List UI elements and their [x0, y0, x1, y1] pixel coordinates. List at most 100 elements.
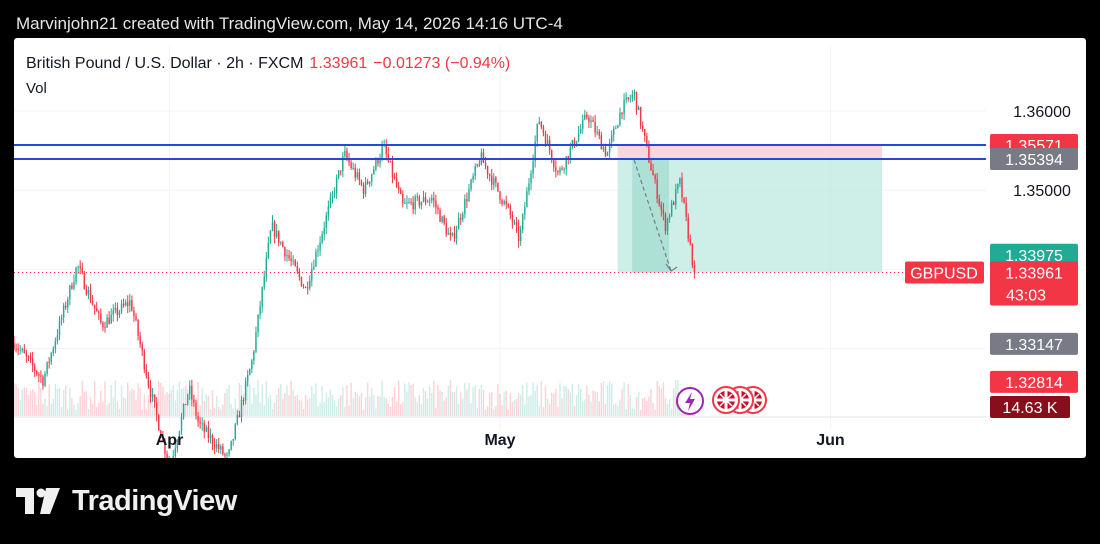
- candle-body: [546, 139, 549, 144]
- volume-bar: [184, 385, 187, 416]
- candle-body: [393, 176, 396, 178]
- volume-bar: [391, 396, 394, 416]
- candle-body: [484, 162, 487, 167]
- volume-bar: [404, 383, 406, 416]
- candle-body: [536, 123, 538, 142]
- volume-bar: [453, 392, 456, 416]
- candle-body: [691, 243, 694, 266]
- volume-bar: [124, 398, 127, 416]
- volume-bar: [311, 386, 313, 416]
- candle-body: [87, 289, 90, 295]
- volume-bar: [480, 384, 483, 416]
- volume-bar: [93, 381, 96, 416]
- candle-body: [114, 307, 117, 311]
- volume-bar: [271, 408, 274, 416]
- volume-bar: [73, 404, 75, 416]
- candle-body: [522, 214, 524, 230]
- candle-body: [445, 223, 447, 235]
- volume-bar: [400, 403, 402, 416]
- candle-body: [443, 216, 445, 224]
- volume-bar: [476, 407, 478, 416]
- projection-arrow: [633, 159, 672, 272]
- volume-bar: [162, 386, 164, 416]
- volume-bar: [143, 394, 146, 416]
- volume-bar: [575, 395, 578, 416]
- candle-body: [668, 216, 671, 219]
- candle-body: [646, 136, 648, 145]
- candle-body: [327, 206, 330, 216]
- volume-bar: [567, 389, 569, 416]
- candle-body: [106, 317, 108, 328]
- candle-body: [627, 97, 629, 100]
- candle-body: [158, 415, 160, 431]
- volume-bar: [379, 396, 381, 416]
- lightning-icon: [685, 392, 695, 411]
- candle-body: [294, 260, 296, 267]
- volume-bar: [660, 388, 663, 416]
- price-label: 1.33147: [1005, 337, 1063, 354]
- volume-bar: [356, 393, 359, 416]
- volume-bar: [79, 396, 81, 416]
- volume-bar: [238, 383, 241, 416]
- candle-body: [230, 440, 232, 450]
- chart-panel[interactable]: Apr May Jun 1.36000 1.35000 1.35571 1.35394 1.3…: [14, 38, 1086, 458]
- candle-body: [412, 202, 414, 210]
- volume-bar: [522, 385, 524, 416]
- candle-body: [573, 140, 576, 146]
- volume-bar: [127, 382, 129, 416]
- candle-body: [404, 203, 406, 205]
- candle-body: [530, 173, 532, 184]
- volume-bar: [29, 390, 32, 416]
- volume-bar: [542, 406, 545, 416]
- candle-body: [406, 202, 408, 204]
- volume-bar: [17, 387, 19, 416]
- volume-bar: [503, 392, 505, 416]
- candle-body: [424, 196, 427, 203]
- candle-body: [373, 169, 375, 175]
- candle-body: [67, 299, 69, 308]
- candle-body: [213, 444, 216, 449]
- candle-body: [100, 313, 102, 323]
- volume-bar: [335, 406, 338, 416]
- candle-body: [625, 97, 627, 100]
- candle-body: [46, 361, 48, 374]
- volume-bar: [571, 383, 574, 416]
- volume-bar: [209, 408, 212, 416]
- candle-body: [544, 133, 547, 144]
- volume-bar: [358, 396, 361, 416]
- volume-bar: [664, 398, 667, 416]
- candle-body: [242, 399, 245, 401]
- candle-body: [435, 200, 437, 208]
- volume-bar: [15, 384, 17, 416]
- volume-bar: [573, 405, 576, 416]
- candle-body: [662, 209, 665, 215]
- volume-bar: [420, 403, 423, 416]
- candle-body: [251, 360, 253, 369]
- volume-bar: [131, 388, 133, 416]
- candle-body: [116, 307, 119, 316]
- price-chart[interactable]: Apr May Jun1.360001.350001.355711.353941.3…: [14, 38, 1086, 458]
- volume-bar: [69, 388, 71, 416]
- x-tick-label: May: [484, 432, 515, 449]
- candle-body: [420, 201, 423, 206]
- volume-bar: [205, 394, 208, 416]
- volume-bar: [447, 385, 450, 416]
- candle-body: [687, 216, 689, 240]
- volume-bar: [457, 404, 460, 416]
- candle-body: [459, 218, 462, 220]
- volume-bar: [54, 383, 57, 416]
- symbol-tag-bg: [905, 261, 984, 284]
- candle-body: [182, 403, 185, 417]
- volume-bar: [366, 382, 369, 416]
- volume-bar: [381, 380, 383, 416]
- candle-body: [462, 213, 464, 220]
- candle-body: [414, 196, 416, 210]
- candle-body: [83, 272, 86, 290]
- candle-body: [397, 186, 400, 190]
- volume-bar: [265, 380, 268, 416]
- y-tick-label: 1.36000: [1013, 104, 1071, 121]
- volume-bar: [110, 384, 112, 416]
- price-label-bg: [990, 332, 1078, 355]
- volume-bar: [27, 394, 30, 416]
- x-tick-label: Jun: [816, 432, 844, 449]
